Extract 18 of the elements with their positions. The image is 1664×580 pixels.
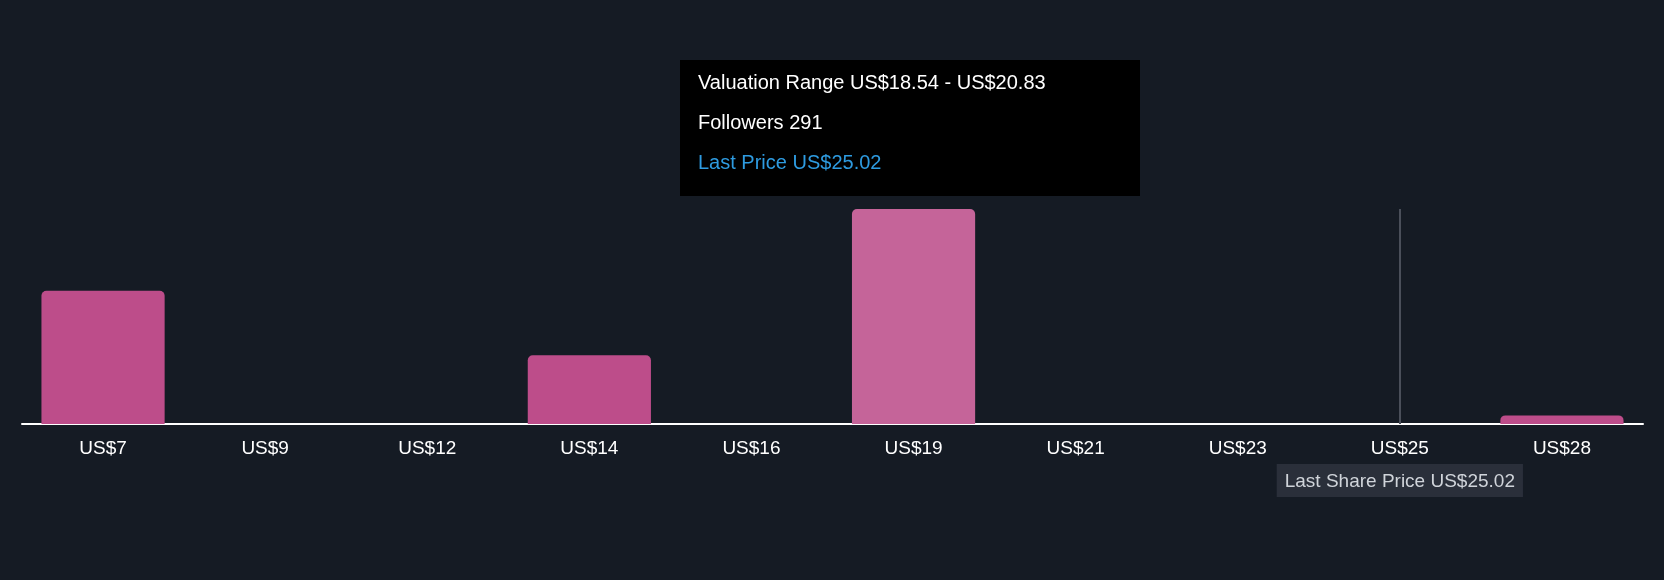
x-tick-label: US$25 — [1370, 437, 1429, 458]
ref-line-label: Last Share Price US$25.02 — [1284, 470, 1515, 491]
x-tick-label: US$23 — [1208, 437, 1267, 458]
x-tick-label: US$16 — [722, 437, 781, 458]
x-tick-label: US$9 — [241, 437, 289, 458]
text: Last Price US$25.02 — [698, 151, 882, 173]
x-tick-label: US$7 — [79, 437, 127, 458]
x-tick-label: US$14 — [560, 437, 619, 458]
bar — [1500, 415, 1624, 424]
x-tick-label: US$21 — [1046, 437, 1105, 458]
bar — [851, 209, 976, 424]
bar — [527, 355, 651, 424]
x-tick-label: US$12 — [398, 437, 457, 458]
bar — [41, 290, 165, 424]
x-tick-label: US$28 — [1532, 437, 1591, 458]
text: Followers 291 — [698, 111, 823, 133]
x-tick-label: US$19 — [884, 437, 943, 458]
text: Valuation Range US$18.54 - US$20.83 — [698, 71, 1046, 93]
